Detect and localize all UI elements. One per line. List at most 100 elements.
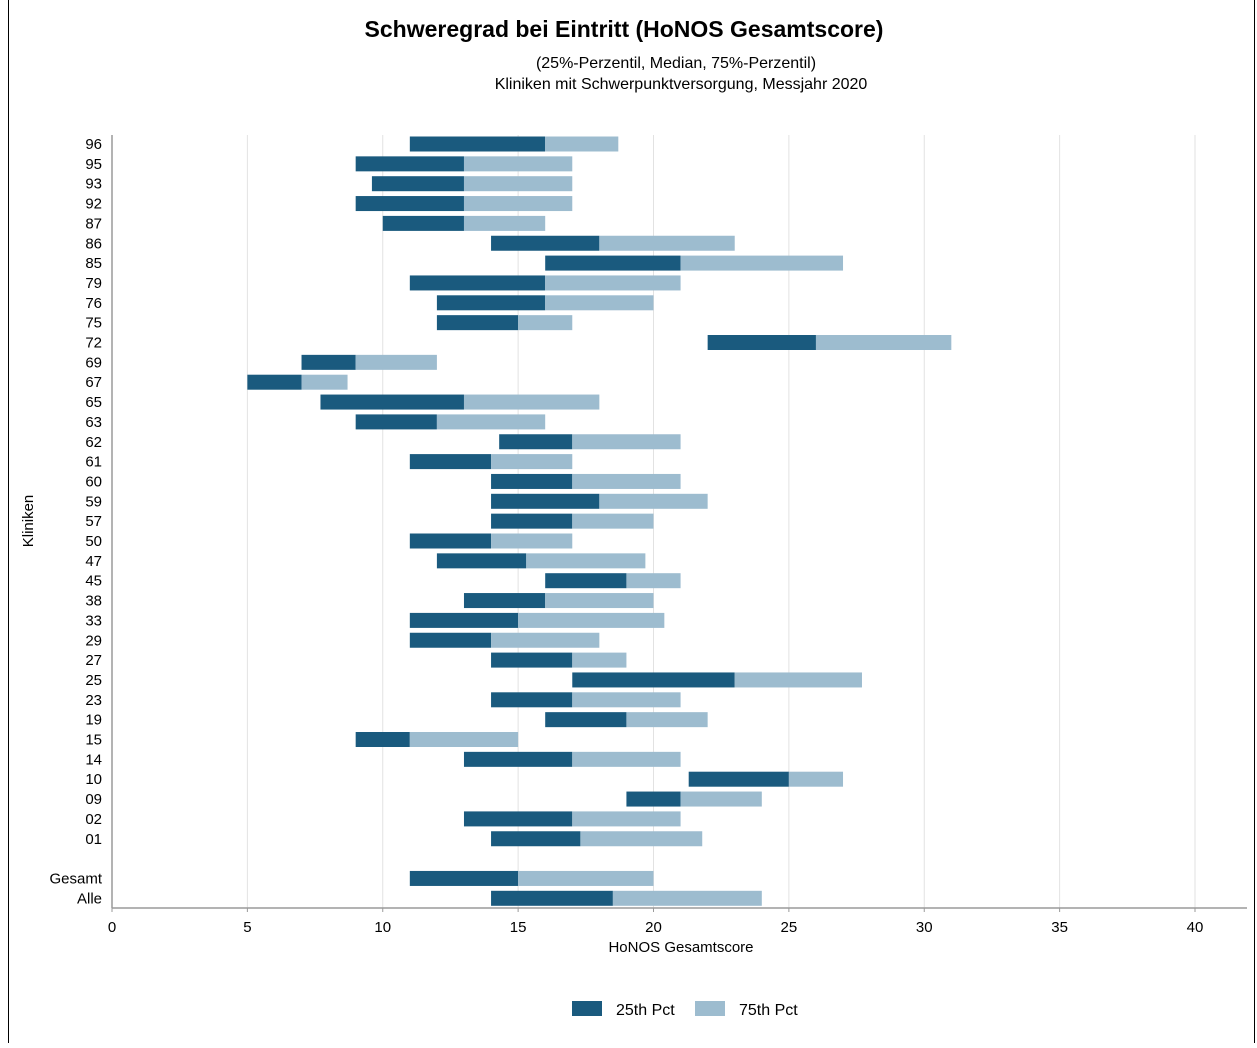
y-axis-label: Kliniken: [20, 495, 37, 548]
bar-75th-pct-10: [788, 771, 844, 787]
bar-25th-pct-50: [409, 533, 492, 549]
bar-25th-pct-60: [491, 473, 573, 489]
bar-25th-pct-38: [463, 593, 546, 609]
bar-25th-pct-76: [436, 295, 546, 311]
bar-25th-pct-Alle: [491, 890, 613, 906]
y-tick-label-38: 38: [85, 593, 102, 610]
y-tick-label-10: 10: [85, 771, 102, 788]
bar-25th-pct-29: [409, 632, 492, 648]
bar-25th-pct-47: [436, 553, 527, 569]
bar-25th-pct-27: [491, 652, 573, 668]
y-tick-label-60: 60: [85, 473, 102, 490]
y-tick-label-95: 95: [85, 156, 102, 173]
bar-25th-pct-45: [545, 573, 627, 589]
bar-25th-pct-92: [355, 196, 464, 212]
bar-75th-pct-76: [545, 295, 654, 311]
y-tick-label-63: 63: [85, 414, 102, 431]
y-tick-label-86: 86: [85, 235, 102, 252]
y-tick-label-Alle: Alle: [77, 890, 102, 907]
bar-25th-pct-93: [371, 176, 464, 192]
bar-75th-pct-85: [680, 255, 844, 271]
bar-75th-pct-92: [463, 196, 573, 212]
y-tick-label-15: 15: [85, 732, 102, 749]
bar-25th-pct-79: [409, 275, 546, 291]
bar-25th-pct-69: [301, 354, 356, 370]
chart-subtitle-line-2: Kliniken mit Schwerpunktversorgung, Mess…: [495, 76, 868, 93]
y-tick-label-79: 79: [85, 275, 102, 292]
bar-75th-pct-15: [409, 732, 519, 747]
bar-25th-pct-01: [491, 831, 581, 847]
y-tick-label-59: 59: [85, 493, 102, 510]
bar-75th-pct-60: [572, 473, 681, 489]
bar-75th-pct-50: [491, 533, 573, 549]
bar-25th-pct-85: [545, 255, 681, 271]
honos-range-bar-chart: Schweregrad bei Eintritt (HoNOS Gesamtsc…: [20, 16, 1247, 1019]
y-tick-label-25: 25: [85, 672, 102, 689]
bar-75th-pct-47: [526, 553, 646, 569]
legend-swatch-75th-pct: [695, 1001, 725, 1016]
y-tick-label-Gesamt: Gesamt: [49, 870, 102, 887]
bar-75th-pct-38: [545, 593, 654, 609]
chart-legend: 25th Pct 75th Pct: [572, 1001, 798, 1019]
x-axis-label: HoNOS Gesamtscore: [608, 939, 753, 956]
y-tick-label-19: 19: [85, 712, 102, 729]
y-tick-label-29: 29: [85, 632, 102, 649]
bar-75th-pct-33: [518, 612, 665, 628]
y-tick-label-50: 50: [85, 533, 102, 550]
y-tick-label-47: 47: [85, 553, 102, 570]
bar-75th-pct-67: [301, 374, 348, 390]
bar-75th-pct-01: [580, 831, 703, 847]
bar-75th-pct-61: [491, 454, 573, 470]
y-tick-label-23: 23: [85, 692, 102, 709]
bar-75th-pct-59: [599, 493, 708, 509]
y-tick-label-67: 67: [85, 374, 102, 391]
bar-75th-pct-96: [545, 136, 619, 152]
bar-25th-pct-59: [491, 493, 600, 509]
bar-75th-pct-72: [815, 335, 952, 350]
x-tick-label-40: 40: [1187, 919, 1204, 936]
bar-75th-pct-87: [463, 215, 546, 231]
bar-75th-pct-57: [572, 513, 654, 529]
bar-75th-pct-79: [545, 275, 681, 291]
bar-25th-pct-09: [626, 791, 681, 807]
x-tick-label-25: 25: [781, 919, 798, 936]
bar-25th-pct-15: [355, 732, 410, 747]
y-tick-label-93: 93: [85, 176, 102, 193]
y-tick-label-75: 75: [85, 315, 102, 332]
y-tick-label-92: 92: [85, 196, 102, 213]
x-tick-label-20: 20: [645, 919, 662, 936]
x-tick-label-0: 0: [108, 919, 116, 936]
bar-75th-pct-Alle: [612, 890, 762, 906]
bar-25th-pct-Gesamt: [409, 870, 519, 886]
bar-75th-pct-29: [491, 632, 600, 648]
bar-75th-pct-Gesamt: [518, 870, 654, 886]
axes-group: [111, 135, 1247, 909]
bar-75th-pct-86: [599, 235, 735, 251]
bar-75th-pct-45: [626, 573, 681, 589]
y-tick-label-33: 33: [85, 612, 102, 629]
bar-25th-pct-96: [409, 136, 546, 152]
bar-25th-pct-95: [355, 156, 464, 172]
bar-25th-pct-57: [491, 513, 573, 529]
y-tick-label-76: 76: [85, 295, 102, 312]
bar-25th-pct-62: [499, 434, 573, 450]
bar-25th-pct-14: [463, 751, 573, 767]
bar-75th-pct-02: [572, 811, 681, 827]
y-tick-label-96: 96: [85, 136, 102, 153]
bar-75th-pct-62: [572, 434, 681, 450]
y-tick-label-65: 65: [85, 394, 102, 411]
bar-25th-pct-10: [688, 771, 789, 787]
legend-swatch-25th-pct: [572, 1001, 602, 1016]
bar-75th-pct-14: [572, 751, 681, 767]
legend-label-75th-pct: 75th Pct: [739, 1002, 798, 1019]
y-tick-label-72: 72: [85, 335, 102, 352]
bar-75th-pct-65: [463, 394, 600, 410]
y-tick-label-27: 27: [85, 652, 102, 669]
bar-75th-pct-25: [734, 672, 862, 688]
legend-label-25th-pct: 25th Pct: [616, 1002, 675, 1019]
bar-75th-pct-95: [463, 156, 573, 172]
bar-25th-pct-65: [320, 394, 464, 410]
bar-75th-pct-63: [436, 414, 546, 430]
bar-25th-pct-23: [491, 692, 573, 708]
chart-title: Schweregrad bei Eintritt (HoNOS Gesamtsc…: [365, 16, 884, 42]
